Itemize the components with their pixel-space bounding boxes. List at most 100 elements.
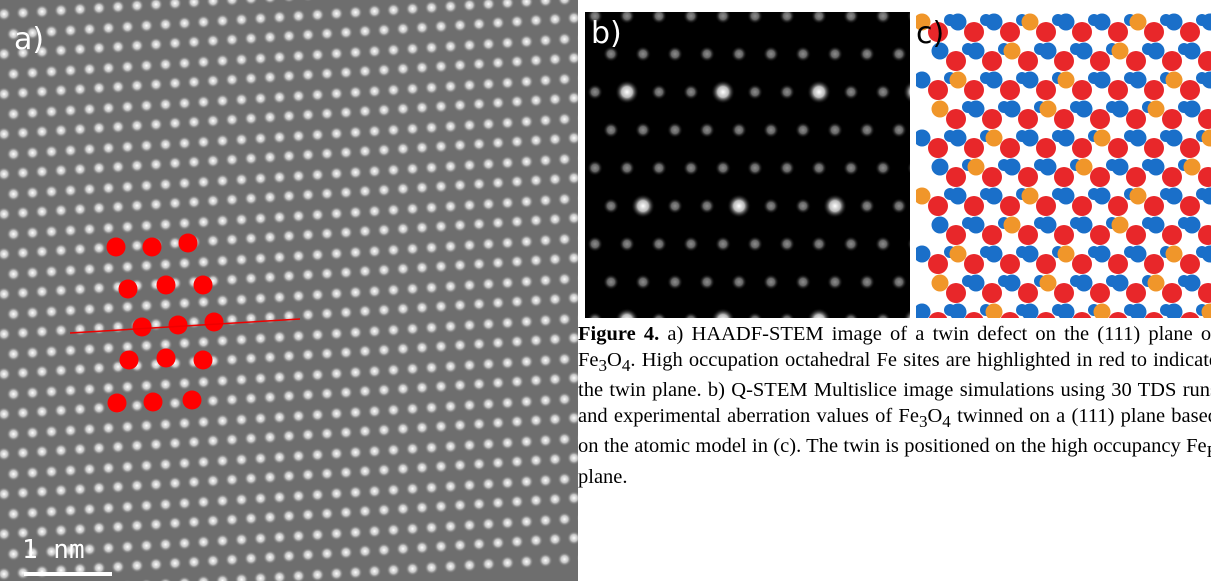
atom-column (368, 164, 382, 178)
atom-column (73, 282, 87, 296)
atom-column (501, 76, 515, 90)
atom-column (320, 387, 334, 401)
atom-column (225, 353, 239, 367)
atom-column (235, 373, 249, 387)
atom-column (111, 160, 125, 174)
atom-column (235, 293, 249, 307)
atom-column (121, 20, 135, 34)
atom (1054, 51, 1074, 71)
atom-column (396, 542, 410, 556)
scale-bar (24, 572, 112, 576)
atom-column (263, 30, 277, 44)
atom (1058, 72, 1075, 89)
atom-column (387, 403, 401, 417)
atom-column (377, 383, 391, 397)
atom (946, 109, 966, 129)
atom (916, 246, 931, 263)
atom-column (396, 182, 410, 196)
atom-column (396, 222, 410, 236)
atom-column (539, 313, 553, 327)
atom-column (73, 202, 87, 216)
atom-column (301, 28, 315, 42)
atom-column (159, 577, 173, 581)
atom-column (92, 321, 106, 335)
atom-column (339, 145, 353, 159)
highlight-dot (108, 394, 127, 413)
atom-column (235, 493, 249, 507)
sim-spot (711, 80, 735, 104)
atom-column (73, 82, 87, 96)
sim-spot (843, 160, 859, 176)
sim-spot (683, 312, 699, 318)
atom-column (244, 471, 258, 485)
atom-column (54, 363, 68, 377)
atom-column (54, 243, 68, 257)
atom-column (539, 353, 553, 367)
atom-column (35, 285, 49, 299)
atom-column (567, 131, 578, 145)
atom-column (26, 146, 40, 160)
atom-column (377, 423, 391, 437)
atom-column (225, 73, 239, 87)
atom-column (358, 304, 372, 318)
atom (1130, 246, 1147, 263)
atom-column (567, 411, 578, 425)
atom-column (387, 123, 401, 137)
atom-column (159, 137, 173, 151)
atom-column (482, 157, 496, 171)
atom-column (301, 228, 315, 242)
atom-column (339, 65, 353, 79)
sim-spot (779, 160, 795, 176)
atom-column (567, 11, 578, 25)
atom-column (349, 205, 363, 219)
atom-column (64, 383, 78, 397)
sim-spot (683, 84, 699, 100)
atom-column (216, 94, 230, 108)
atom-column (567, 291, 578, 305)
atom-column (159, 17, 173, 31)
atom-column (292, 249, 306, 263)
atom (946, 167, 966, 187)
atom-column (26, 226, 40, 240)
atom-column (520, 315, 534, 329)
atom-column (244, 71, 258, 85)
atom-column (377, 23, 391, 37)
atom-column (510, 495, 524, 509)
atom-column (282, 229, 296, 243)
atom-column (206, 434, 220, 448)
atom (1112, 101, 1129, 118)
atom-column (140, 419, 154, 433)
sim-spot (699, 274, 715, 290)
atom-column (472, 537, 486, 551)
atom (946, 225, 966, 245)
atom-column (577, 151, 579, 165)
atom (1040, 101, 1057, 118)
atom (1144, 254, 1164, 274)
atom-column (273, 290, 287, 304)
atom-column (178, 256, 192, 270)
atom-column (368, 404, 382, 418)
atom-column (16, 86, 30, 100)
atom-column (282, 0, 296, 3)
sim-spot (715, 236, 731, 252)
atom-column (254, 51, 268, 65)
atom (1180, 254, 1200, 274)
atom-column (482, 37, 496, 51)
atom-column (501, 316, 515, 330)
atom-column (292, 209, 306, 223)
atom-column (415, 381, 429, 395)
atom-column (482, 237, 496, 251)
atom-column (102, 341, 116, 355)
sim-spot (667, 198, 683, 214)
atom-column (387, 43, 401, 57)
sim-spot (843, 84, 859, 100)
atom (1022, 14, 1039, 31)
atom-column (425, 121, 439, 135)
atom-column (54, 323, 68, 337)
atom (1090, 283, 1110, 303)
atom (968, 101, 985, 118)
caption-text: plane. (578, 466, 628, 488)
atom-column (548, 492, 562, 506)
haadf-image (0, 0, 578, 581)
atom-column (140, 259, 154, 273)
